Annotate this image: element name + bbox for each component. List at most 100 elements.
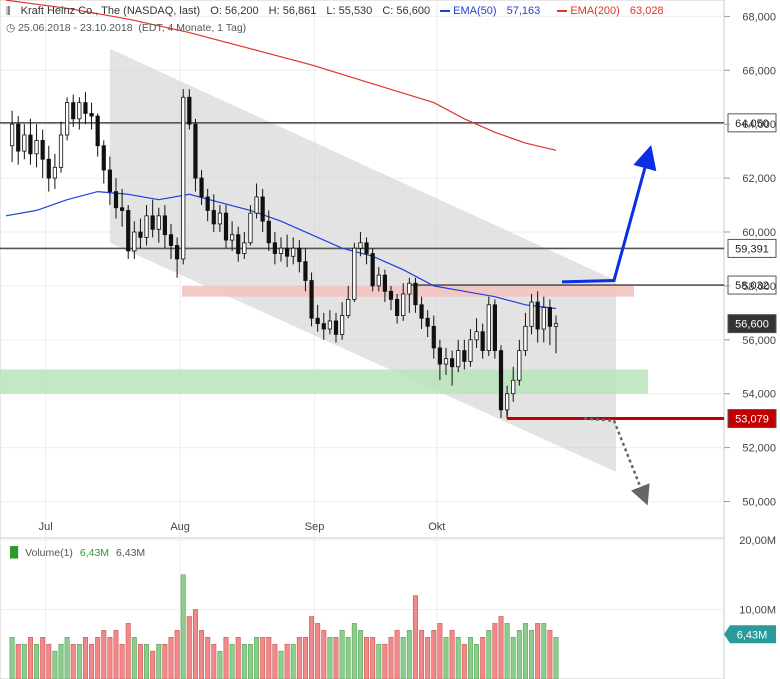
volume-bar — [455, 636, 461, 679]
level-label: 64,050 — [735, 118, 769, 130]
candle-body — [16, 123, 21, 152]
volume-bar — [492, 623, 498, 679]
ema200-legend[interactable]: EMA(200) 63,028 — [557, 5, 670, 17]
volume-bar — [467, 636, 473, 679]
candle-body — [272, 242, 277, 254]
volume-bar — [156, 643, 162, 679]
candle-body — [248, 212, 253, 244]
volume-bar — [217, 650, 223, 679]
price-tick-label: 62,000 — [742, 173, 776, 185]
volume-bar — [516, 630, 522, 679]
candle-body — [168, 234, 174, 246]
volume-header: ▐▌ Volume(1) 6,43M 6,43M — [6, 547, 145, 559]
volume-bar — [46, 643, 52, 679]
volume-bar — [125, 623, 131, 679]
volume-bar — [351, 623, 357, 679]
volume-bar — [327, 636, 333, 679]
horizontal-levels: 64,050 59,391 58,032 56,600 53,079 — [0, 113, 777, 429]
candle-body — [242, 242, 247, 254]
candle-body — [358, 242, 363, 249]
volume-bar — [400, 636, 406, 679]
volume-bar — [58, 643, 64, 679]
volume-bar — [247, 643, 253, 679]
volume-bar — [70, 643, 76, 679]
volume-bar — [284, 643, 290, 679]
ema-lines — [5, 0, 557, 310]
volume-bar — [21, 643, 27, 679]
volume-bar — [229, 643, 235, 679]
candle-body — [450, 358, 455, 368]
price-tick-label: 56,000 — [742, 335, 776, 347]
candle-body — [101, 145, 106, 171]
candle-body — [217, 212, 222, 225]
candle-body — [333, 320, 339, 335]
candle-body — [236, 234, 241, 254]
volume-bar — [547, 630, 553, 679]
candle-body — [401, 293, 406, 316]
candle-body — [291, 247, 296, 257]
volume-bar — [382, 643, 388, 679]
month-label: Aug — [170, 521, 190, 533]
volume-value-1: 6,43M — [79, 547, 110, 559]
candle-body — [376, 274, 381, 287]
volume-bar — [406, 630, 412, 679]
volume-bar — [419, 630, 425, 679]
time-axis: Jul Aug Sep Okt — [39, 521, 446, 533]
candle-body — [77, 102, 82, 120]
volume-bar — [27, 636, 33, 679]
annotation-zones — [0, 48, 648, 472]
volume-bar — [150, 650, 156, 679]
volume-bar — [9, 636, 15, 679]
candle-body — [492, 304, 497, 351]
ema50-label: EMA(50) — [453, 5, 497, 17]
volume-bar — [296, 636, 302, 679]
volume-label: Volume(1) — [25, 547, 73, 559]
candle-body — [211, 210, 216, 225]
volume-bar — [321, 630, 327, 679]
candle-body — [156, 215, 161, 230]
volume-bar — [364, 636, 370, 679]
candle-body — [346, 298, 351, 316]
candle-body — [120, 207, 125, 211]
candle-body — [352, 247, 357, 300]
candle-body — [480, 331, 485, 351]
candle-body — [89, 113, 94, 117]
range-meta: (EDT, 4 Monate, 1 Tag) — [138, 22, 247, 34]
candle-body — [437, 347, 442, 365]
candle-body — [443, 358, 449, 365]
scenario-arrows — [561, 144, 657, 506]
candle-body — [529, 301, 534, 327]
candle-body — [175, 245, 180, 260]
candles — [10, 89, 559, 418]
volume-bar — [370, 636, 376, 679]
month-label: Sep — [305, 521, 325, 533]
volume-bar — [119, 643, 125, 679]
candle-body — [419, 304, 424, 319]
ema50-legend[interactable]: EMA(50) 57,163 — [440, 5, 547, 17]
candle-body — [309, 280, 314, 319]
volume-bar — [431, 630, 437, 679]
candle-body — [266, 220, 271, 244]
volume-bar — [107, 636, 113, 679]
volume-bar — [131, 636, 137, 679]
price-tick-label: 54,000 — [742, 389, 776, 401]
chart-header: ⫼ Kraft Heinz Co., The (NASDAQ, last) O:… — [6, 5, 678, 17]
clock-icon: ◷ — [6, 22, 16, 34]
volume-bar — [82, 636, 88, 679]
volume-bar — [504, 623, 510, 679]
close-value: C: 56,600 — [382, 5, 431, 17]
candle-body — [162, 215, 167, 236]
candle-body — [199, 177, 204, 198]
volume-bar — [339, 630, 345, 679]
volume-bar — [486, 630, 492, 679]
candle-body — [327, 320, 332, 330]
volume-bar — [266, 636, 272, 679]
candle-body — [95, 115, 100, 147]
candle-body — [107, 169, 112, 192]
price-tick-label: 52,000 — [742, 443, 776, 455]
volume-bar — [394, 630, 400, 679]
volume-bar — [309, 616, 315, 679]
month-label: Okt — [428, 521, 445, 533]
price-tick-label: 68,000 — [742, 11, 776, 23]
